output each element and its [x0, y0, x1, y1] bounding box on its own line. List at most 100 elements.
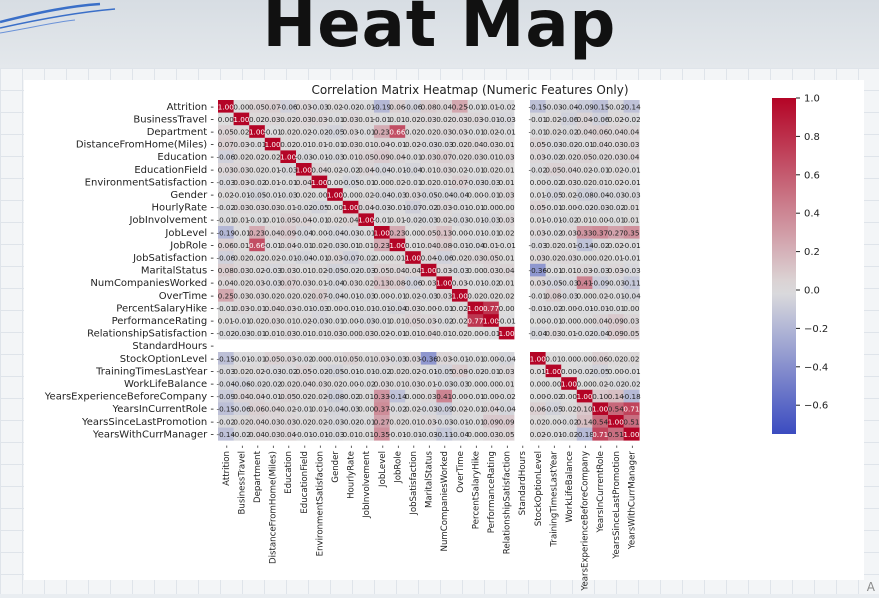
cell-value-label: -0.01 [357, 367, 376, 376]
chart-figure: Correlation Matrix Heatmap (Numeric Feat… [0, 68, 879, 594]
heatmap-cell [608, 112, 624, 126]
heatmap-cell [436, 238, 453, 252]
cell-value-label: -0.02 [294, 354, 313, 363]
heatmap-cell [545, 301, 562, 315]
cell-value-label: 0.01 [545, 354, 561, 363]
cell-value-label: 0.00 [499, 304, 515, 313]
heatmap-cell [530, 251, 546, 265]
heatmap-cell [389, 150, 406, 164]
heatmap-cell [218, 112, 234, 126]
heatmap-cell [327, 163, 344, 176]
heatmap-cell [561, 427, 578, 441]
cell-value-label: 0.04 [467, 140, 483, 149]
heatmap-cell [514, 377, 531, 391]
page-title: Heat Map [262, 0, 617, 62]
heatmap-cell [498, 326, 515, 340]
heatmap-cell [608, 364, 624, 378]
cell-value-label: 0.04 [499, 266, 515, 275]
heatmap-cell [233, 112, 250, 126]
cell-value-label: -0.01 [232, 228, 251, 237]
heatmap-cell [623, 163, 640, 176]
heatmap-cell [467, 364, 484, 378]
cell-value-label: 0.02 [296, 317, 312, 326]
cell-value-label: 0.06 [218, 241, 234, 250]
cell-value-label: 0.08 [218, 266, 234, 275]
heatmap-cell [452, 339, 468, 353]
heatmap-cell [358, 339, 375, 353]
heatmap-cell [218, 289, 234, 302]
colorbar-bar [772, 98, 796, 434]
heatmap-cell [280, 301, 297, 315]
heatmap-cell [576, 175, 593, 189]
heatmap-cell [483, 200, 500, 214]
cell-value-label: 0.01 [608, 254, 624, 263]
cell-value-label: 0.02 [265, 291, 281, 300]
cell-value-label: 0.02 [233, 367, 249, 376]
heatmap-cell [389, 112, 406, 126]
chart-title: Correlation Matrix Heatmap (Numeric Feat… [311, 83, 628, 97]
cell-value-label: 0.00 [311, 228, 327, 237]
cell-value-label: 0.02 [577, 178, 593, 187]
heatmap-cell [311, 364, 328, 378]
heatmap-cell [576, 301, 593, 315]
heatmap-cell [576, 188, 593, 202]
colorbar-tick-label: 0.0 [804, 286, 820, 297]
cell-value-label: 0.54 [592, 417, 608, 426]
heatmap-cell [420, 377, 437, 391]
heatmap-cell [249, 188, 266, 202]
heatmap-cell [483, 301, 500, 315]
heatmap-cell [530, 263, 546, 277]
heatmap-cell [389, 251, 406, 265]
heatmap-cell [498, 301, 515, 315]
cell-value-label: -0.02 [388, 405, 407, 414]
cell-value-label: -0.01 [263, 392, 282, 401]
cell-value-label: 0.02 [577, 165, 593, 174]
cell-value-label: -0.04 [450, 430, 469, 439]
cell-value-label: -0.02 [310, 367, 329, 376]
cell-value-label: 0.03 [483, 266, 499, 275]
cell-value-label: 1.00 [499, 329, 515, 338]
heatmap-cell [374, 137, 390, 151]
cell-value-label: -0.03 [419, 140, 438, 149]
heatmap-cell [342, 427, 359, 441]
heatmap-cell [483, 112, 500, 126]
heatmap-cell [452, 163, 468, 176]
heatmap-cell [467, 301, 484, 315]
heatmap-cell [576, 352, 593, 365]
cell-value-label: 0.01 [327, 354, 343, 363]
cell-value-label: 0.00 [311, 354, 327, 363]
heatmap-cell [218, 226, 234, 239]
cell-value-label: 0.01 [358, 430, 374, 439]
heatmap-cell [623, 301, 640, 315]
cell-value-label: 0.02 [265, 254, 281, 263]
cell-value-label: 0.03 [343, 279, 359, 288]
heatmap-cell [498, 238, 515, 252]
x-tick-label: BusinessTravel - [237, 445, 247, 514]
cell-value-label: 0.07 [311, 291, 327, 300]
cell-value-label: -0.01 [497, 317, 516, 326]
cell-value-label: -0.19 [372, 102, 391, 111]
colorbar-tick-label: 1.0 [804, 94, 820, 105]
cell-value-label: -0.03 [310, 317, 329, 326]
cell-value-label: 0.51 [608, 430, 624, 439]
colorbar-tick-label: 0.6 [804, 170, 820, 181]
heatmap-cell [436, 301, 453, 315]
cell-value-label: 0.04 [389, 266, 405, 275]
heatmap-cell [576, 402, 593, 416]
heatmap-cell [436, 263, 453, 277]
cell-value-label: 0.02 [311, 417, 327, 426]
cell-value-label: 0.07 [452, 178, 468, 187]
heatmap-cell [405, 112, 422, 126]
heatmap-cell [623, 402, 640, 416]
cell-value-label: 0.03 [311, 380, 327, 389]
heatmap-cell [358, 200, 375, 214]
heatmap-cell [576, 339, 593, 353]
heatmap-cell [389, 339, 406, 353]
heatmap-cell [483, 352, 500, 365]
heatmap-cell [233, 213, 250, 227]
cell-value-label: -0.01 [544, 266, 563, 275]
cell-value-label: -0.03 [279, 165, 298, 174]
heatmap-cell [530, 276, 546, 290]
heatmap-cell [218, 150, 234, 164]
cell-value-label: -0.02 [560, 216, 579, 225]
